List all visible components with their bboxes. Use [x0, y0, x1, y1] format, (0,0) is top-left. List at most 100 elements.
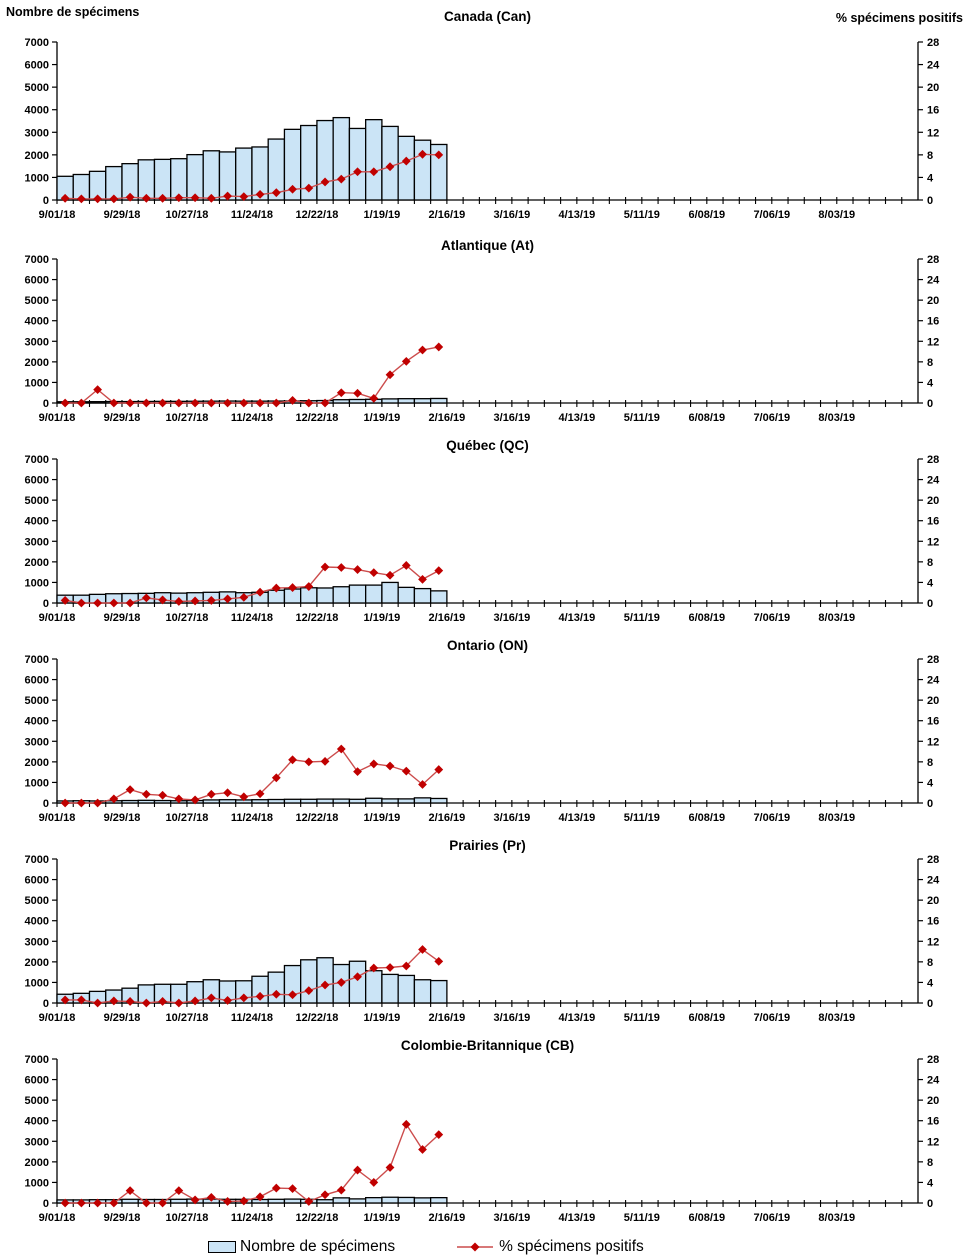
- right-axis-tick-label: 28: [927, 254, 939, 266]
- x-axis-tick-label: 6/08/19: [688, 612, 725, 624]
- x-axis-tick-label: 4/13/19: [558, 1012, 595, 1024]
- x-axis-tick-label: 1/19/19: [364, 412, 401, 424]
- x-axis-tick-label: 2/16/19: [429, 209, 466, 221]
- x-axis-tick-label: 8/03/19: [818, 1212, 855, 1224]
- left-axis-tick-label: 2000: [25, 757, 49, 769]
- percent-positive-marker: [369, 1178, 379, 1187]
- right-axis-tick-label: 4: [927, 1177, 934, 1189]
- percent-positive-marker: [304, 398, 314, 408]
- right-axis-tick-label: 28: [927, 854, 939, 866]
- panel-title-colombie-britannique: Colombie-Britannique (CB): [401, 1038, 574, 1053]
- right-axis-tick-label: 0: [927, 1198, 933, 1210]
- percent-positive-marker: [76, 194, 86, 204]
- right-axis-tick-label: 12: [927, 536, 939, 548]
- percent-positive-marker: [141, 593, 151, 603]
- x-axis-tick-label: 6/08/19: [688, 209, 725, 221]
- x-axis-tick-label: 5/11/19: [624, 209, 660, 221]
- percent-positive-marker: [239, 192, 249, 202]
- x-axis-tick-label: 4/13/19: [558, 1212, 595, 1224]
- left-axis-tick-label: 5000: [25, 82, 49, 94]
- left-axis-tick-label: 5000: [25, 695, 49, 707]
- percent-positive-marker: [418, 780, 427, 789]
- specimen-bar: [332, 399, 351, 404]
- x-axis-tick-label: 8/03/19: [818, 812, 855, 824]
- right-axis-tick-label: 16: [927, 316, 939, 328]
- specimen-bar: [413, 1197, 432, 1204]
- x-axis-tick-label: 9/29/18: [104, 1012, 141, 1024]
- percent-positive-marker: [76, 995, 86, 1005]
- specimen-bar: [381, 581, 399, 604]
- x-axis-tick-label: 3/16/19: [494, 1212, 531, 1224]
- specimen-bar: [137, 799, 156, 804]
- percent-positive-marker: [255, 398, 265, 408]
- percent-positive-line: [65, 1122, 440, 1204]
- percent-positive-marker: [369, 963, 379, 973]
- percent-positive-marker: [320, 1190, 330, 1200]
- percent-positive-marker: [76, 1198, 86, 1208]
- percent-positive-marker: [418, 149, 427, 159]
- left-axis-tick-label: 7000: [25, 854, 49, 866]
- specimen-bar: [348, 584, 367, 604]
- percent-positive-marker: [223, 594, 232, 604]
- x-axis-tick-label: 12/22/18: [296, 812, 339, 824]
- left-axis-tick-label: 1000: [25, 977, 49, 989]
- percent-positive-marker: [271, 773, 281, 783]
- right-axis-tick-label: 16: [927, 1116, 939, 1128]
- specimen-bar: [429, 979, 448, 1004]
- left-axis-tick-label: 4000: [25, 516, 49, 528]
- bar-swatch-icon: [208, 1241, 236, 1253]
- x-axis-tick-label: 11/24/18: [231, 209, 273, 221]
- left-axis-tick-label: 2000: [25, 357, 49, 369]
- panel-title-atlantique: Atlantique (At): [441, 238, 534, 253]
- right-axis-tick-label: 8: [927, 150, 933, 162]
- x-axis-tick-label: 6/08/19: [688, 812, 725, 824]
- percent-positive-marker: [369, 167, 379, 177]
- right-axis-tick-label: 20: [927, 1095, 939, 1107]
- right-axis-tick-label: 12: [927, 336, 939, 348]
- percent-positive-marker: [336, 563, 346, 572]
- left-axis-tick-label: 2000: [25, 150, 49, 162]
- percent-positive-marker: [141, 998, 151, 1008]
- specimen-bar: [300, 798, 318, 804]
- x-axis-tick-label: 5/11/19: [624, 612, 660, 624]
- percent-positive-marker: [255, 189, 265, 199]
- percent-positive-marker: [190, 1195, 200, 1205]
- x-axis-tick-label: 9/01/18: [39, 412, 76, 424]
- right-axis-tick-label: 16: [927, 916, 939, 928]
- left-axis-tick-label: 3000: [25, 127, 49, 139]
- specimen-bar: [283, 798, 302, 804]
- x-axis-tick-label: 5/11/19: [624, 1212, 660, 1224]
- percent-positive-marker: [320, 562, 330, 572]
- percent-positive-marker: [109, 794, 119, 804]
- chart-colombie-britannique: Colombie-Britannique (CB)010002000300040…: [25, 1038, 941, 1224]
- percent-positive-marker: [271, 398, 281, 408]
- specimen-bar: [397, 398, 416, 404]
- specimen-bar: [397, 798, 416, 804]
- right-axis-tick-label: 4: [927, 172, 934, 184]
- left-axis-tick-label: 0: [43, 598, 49, 610]
- x-axis-tick-label: 12/22/18: [296, 1012, 339, 1024]
- percent-positive-marker: [401, 356, 411, 366]
- x-axis-tick-label: 9/29/18: [104, 412, 141, 424]
- specimen-bar: [316, 957, 334, 1004]
- specimen-bar: [381, 798, 399, 804]
- specimen-bar: [397, 135, 416, 201]
- left-axis-tick-label: 6000: [25, 1075, 49, 1087]
- percent-positive-marker: [401, 766, 411, 776]
- percent-positive-marker: [418, 1145, 427, 1154]
- left-axis-tick-label: 6000: [25, 875, 49, 887]
- left-axis-tick-label: 0: [43, 798, 49, 810]
- specimen-bar: [429, 397, 448, 404]
- percent-positive-marker: [418, 574, 427, 584]
- left-axis-tick-label: 7000: [25, 454, 49, 466]
- percent-positive-marker: [385, 570, 395, 580]
- x-axis-tick-label: 4/13/19: [558, 412, 595, 424]
- percent-positive-marker: [60, 995, 70, 1005]
- x-axis-tick-label: 2/16/19: [429, 412, 466, 424]
- x-axis-tick-label: 3/16/19: [494, 1012, 531, 1024]
- right-axis-tick-label: 4: [927, 777, 934, 789]
- right-axis-tick-label: 12: [927, 736, 939, 748]
- left-axis-tick-label: 2000: [25, 557, 49, 569]
